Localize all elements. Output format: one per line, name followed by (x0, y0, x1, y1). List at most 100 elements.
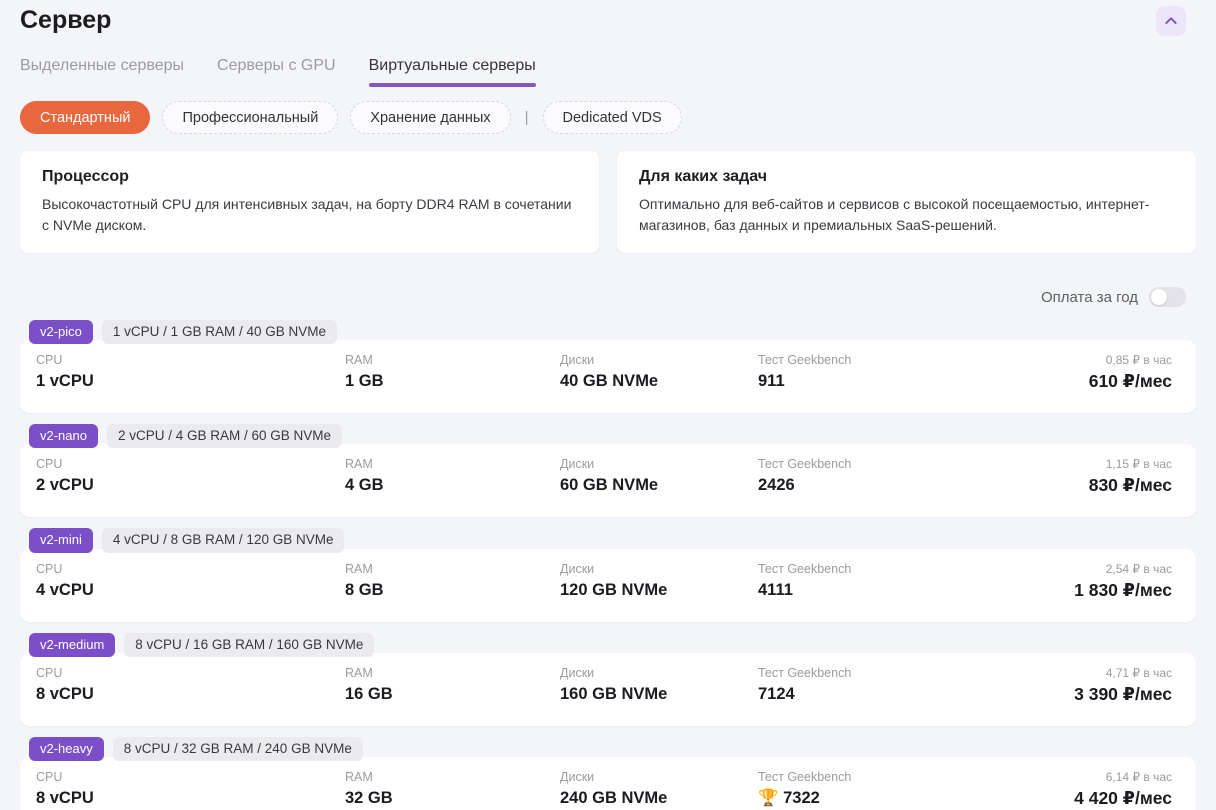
plan-disk-column: Диски 60 GB NVMe (560, 457, 758, 517)
plan-row: v2-mini 4 vCPU / 8 GB RAM / 120 GB NVMe … (20, 528, 1196, 622)
plan-tags: v2-medium 8 vCPU / 16 GB RAM / 160 GB NV… (20, 632, 1196, 657)
cpu-value: 4 vCPU (36, 580, 94, 599)
scroll-to-top-button[interactable] (1156, 6, 1186, 36)
ram-value: 32 GB (345, 788, 393, 807)
geekbench-value: 2426 (758, 476, 795, 495)
geekbench-value: 7124 (758, 684, 795, 703)
chevron-up-icon (1163, 13, 1179, 29)
geekbench-label: Тест Geekbench (758, 353, 852, 368)
plan-price-column: 1,15 ₽ в час 830 ₽/мес (1089, 457, 1172, 517)
plan-card[interactable]: CPU 8 vCPU RAM 32 GB Диски 240 GB NVMe Т… (20, 756, 1196, 810)
tab-label: Виртуальные серверы (368, 57, 536, 74)
plan-row: v2-nano 2 vCPU / 4 GB RAM / 60 GB NVMe C… (20, 424, 1196, 518)
info-card-text: Оптимально для веб-сайтов и сервисов с в… (639, 196, 1150, 233)
ram-label: RAM (345, 353, 373, 368)
geekbench-label: Тест Geekbench (758, 665, 852, 680)
cpu-value: 8 vCPU (36, 684, 94, 703)
plan-card[interactable]: CPU 4 vCPU RAM 8 GB Диски 120 GB NVMe Те… (20, 548, 1196, 622)
plan-tags: v2-mini 4 vCPU / 8 GB RAM / 120 GB NVMe (20, 528, 1196, 553)
plan-summary-chip: 8 vCPU / 32 GB RAM / 240 GB NVMe (112, 736, 363, 761)
tab-virtual-servers[interactable]: Виртуальные серверы (368, 57, 536, 87)
tab-label: Выделенные серверы (20, 57, 185, 74)
price-per-month: 1 830 ₽/мес (1074, 579, 1172, 600)
plan-geekbench-column: Тест Geekbench 4111 (758, 562, 1074, 622)
active-tab-underline (368, 83, 536, 87)
plan-tags: v2-nano 2 vCPU / 4 GB RAM / 60 GB NVMe (20, 424, 1196, 449)
plan-cpu-column: CPU 2 vCPU (36, 457, 345, 517)
cpu-label: CPU (36, 769, 63, 784)
geekbench-value: 4111 (758, 580, 793, 599)
plan-card[interactable]: CPU 1 vCPU RAM 1 GB Диски 40 GB NVMe Тес… (20, 340, 1196, 414)
info-card-use-cases: Для каких задач Оптимально для веб-сайто… (617, 151, 1196, 253)
disk-label: Диски (560, 353, 595, 368)
plan-summary-chip: 8 vCPU / 16 GB RAM / 160 GB NVMe (124, 632, 375, 657)
geekbench-value: 🏆 7322 (758, 788, 820, 807)
plan-tags: v2-heavy 8 vCPU / 32 GB RAM / 240 GB NVM… (20, 736, 1196, 761)
info-card-title: Процессор (42, 168, 129, 185)
plan-name-badge: v2-pico (29, 320, 93, 345)
plan-geekbench-column: Тест Geekbench 7124 (758, 666, 1074, 726)
info-card-processor: Процессор Высокочастотный CPU для интенс… (20, 151, 599, 253)
plan-price-column: 6,14 ₽ в час 4 420 ₽/мес (1074, 770, 1172, 810)
price-per-hour: 1,15 ₽ в час (1105, 457, 1172, 472)
price-per-month: 610 ₽/мес (1088, 371, 1172, 392)
price-per-hour: 2,54 ₽ в час (1105, 561, 1172, 576)
cpu-label: CPU (36, 665, 63, 680)
ram-value: 1 GB (345, 372, 384, 391)
ram-label: RAM (345, 457, 373, 472)
geekbench-label: Тест Geekbench (758, 457, 852, 472)
price-per-hour: 0,85 ₽ в час (1105, 353, 1172, 368)
cpu-value: 2 vCPU (36, 476, 94, 495)
plan-price-column: 0,85 ₽ в час 610 ₽/мес (1089, 353, 1172, 413)
filter-storage[interactable]: Хранение данных (350, 101, 511, 134)
disk-label: Диски (560, 561, 595, 576)
plan-card[interactable]: CPU 8 vCPU RAM 16 GB Диски 160 GB NVMe Т… (20, 652, 1196, 726)
plan-price-column: 2,54 ₽ в час 1 830 ₽/мес (1074, 562, 1172, 622)
tab-gpu-servers[interactable]: Серверы с GPU (217, 57, 336, 87)
plan-cpu-column: CPU 8 vCPU (36, 666, 345, 726)
plan-disk-column: Диски 40 GB NVMe (560, 353, 758, 413)
tab-label: Серверы с GPU (217, 57, 336, 74)
ram-value: 8 GB (345, 580, 384, 599)
page-header: Сервер (20, 4, 1196, 36)
plan-disk-column: Диски 240 GB NVMe (560, 770, 758, 810)
cpu-label: CPU (36, 457, 63, 472)
plan-name-badge: v2-heavy (29, 736, 104, 761)
disk-label: Диски (560, 457, 595, 472)
yearly-billing-toggle[interactable] (1149, 287, 1186, 307)
plan-name-badge: v2-medium (29, 632, 116, 657)
plan-ram-column: RAM 1 GB (345, 353, 560, 413)
disk-label: Диски (560, 769, 595, 784)
plan-name-badge: v2-mini (29, 528, 93, 553)
filter-standard[interactable]: Стандартный (20, 101, 151, 134)
ram-label: RAM (345, 769, 373, 784)
cpu-value: 1 vCPU (36, 372, 94, 391)
plan-summary-chip: 2 vCPU / 4 GB RAM / 60 GB NVMe (106, 424, 343, 449)
plan-summary-chip: 4 vCPU / 8 GB RAM / 120 GB NVMe (101, 528, 345, 553)
geekbench-label: Тест Geekbench (758, 769, 852, 784)
filter-professional[interactable]: Профессиональный (162, 101, 339, 134)
ram-label: RAM (345, 665, 373, 680)
filter-separator: | (524, 109, 529, 126)
plan-card[interactable]: CPU 2 vCPU RAM 4 GB Диски 60 GB NVMe Тес… (20, 444, 1196, 518)
toggle-knob (1151, 289, 1167, 305)
plan-geekbench-column: Тест Geekbench 911 (758, 353, 1089, 413)
price-per-hour: 4,71 ₽ в час (1105, 665, 1172, 680)
billing-toggle-label: Оплата за год (1040, 288, 1138, 306)
price-per-month: 830 ₽/мес (1088, 475, 1172, 496)
plans-list: v2-pico 1 vCPU / 1 GB RAM / 40 GB NVMe C… (20, 320, 1196, 810)
tab-dedicated-servers[interactable]: Выделенные серверы (20, 57, 184, 87)
price-per-month: 4 420 ₽/мес (1074, 787, 1172, 808)
plan-cpu-column: CPU 1 vCPU (36, 353, 345, 413)
info-card-title: Для каких задач (639, 168, 768, 185)
plan-ram-column: RAM 4 GB (345, 457, 560, 517)
plan-disk-column: Диски 120 GB NVMe (560, 562, 758, 622)
filter-dedicated-vds[interactable]: Dedicated VDS (542, 101, 682, 134)
ram-value: 4 GB (345, 476, 384, 495)
disk-value: 160 GB NVMe (560, 684, 668, 703)
plan-geekbench-column: Тест Geekbench 🏆 7322 (758, 770, 1074, 810)
plan-summary-chip: 1 vCPU / 1 GB RAM / 40 GB NVMe (101, 320, 337, 345)
ram-label: RAM (345, 561, 373, 576)
plan-tags: v2-pico 1 vCPU / 1 GB RAM / 40 GB NVMe (20, 320, 1196, 345)
disk-label: Диски (560, 665, 595, 680)
